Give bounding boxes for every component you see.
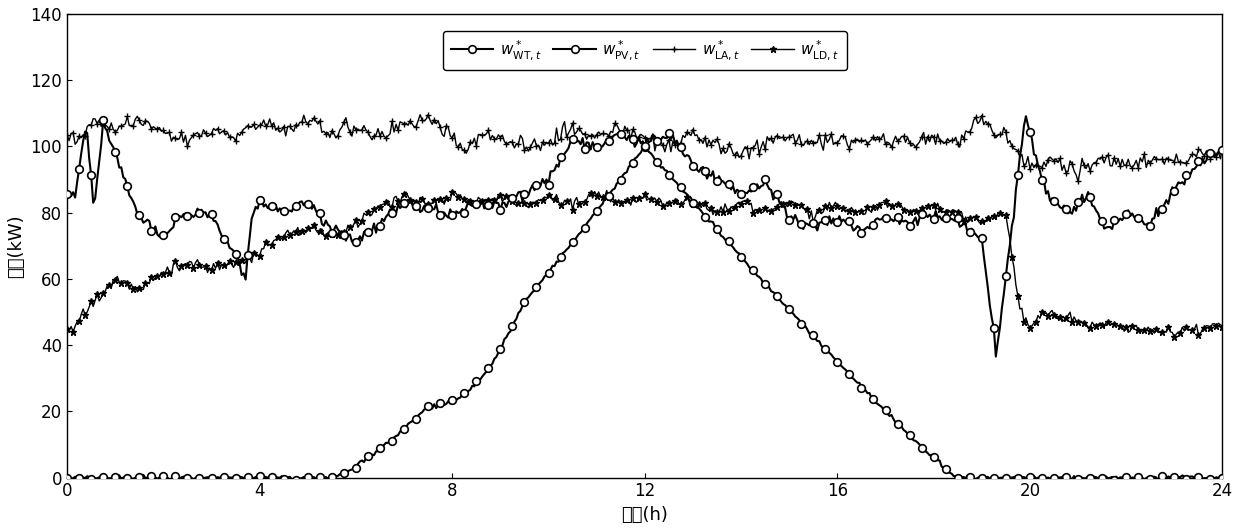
$w^*_{\mathrm{LA},t}$ (224, 134, 239, 140)
Line: $w^*_{\mathrm{WT},t}$: $w^*_{\mathrm{WT},t}$ (63, 113, 1226, 361)
$w^*_{\mathrm{LD},t}$ (60, 326, 74, 332)
Y-axis label: 功率(kW): 功率(kW) (7, 214, 25, 278)
$w^*_{\mathrm{LD},t}$ (781, 200, 796, 206)
$w^*_{\mathrm{WT},t}$ (1215, 147, 1230, 153)
Line: $w^*_{\mathrm{LA},t}$: $w^*_{\mathrm{LA},t}$ (63, 112, 1226, 185)
$w^*_{\mathrm{WT},t}$ (866, 221, 880, 228)
Line: $w^*_{\mathrm{PV},t}$: $w^*_{\mathrm{PV},t}$ (63, 142, 1226, 484)
$w^*_{\mathrm{LA},t}$ (1215, 144, 1230, 151)
$w^*_{\mathrm{LD},t}$ (1167, 335, 1182, 341)
$w^*_{\mathrm{LD},t}$ (766, 206, 781, 212)
$w^*_{\mathrm{LD},t}$ (599, 187, 614, 194)
$w^*_{\mathrm{WT},t}$ (780, 216, 795, 222)
$w^*_{\mathrm{LA},t}$ (916, 129, 931, 135)
$w^*_{\mathrm{LA},t}$ (1070, 178, 1085, 185)
$w^*_{\mathrm{LD},t}$ (868, 202, 883, 209)
$w^*_{\mathrm{PV},t}$ (916, 445, 931, 451)
$w^*_{\mathrm{PV},t}$ (1215, 474, 1230, 481)
$w^*_{\mathrm{PV},t}$ (637, 143, 652, 149)
$w^*_{\mathrm{LD},t}$ (916, 205, 931, 212)
$w^*_{\mathrm{LA},t}$ (868, 138, 883, 144)
$w^*_{\mathrm{WT},t}$ (1018, 113, 1033, 119)
$w^*_{\mathrm{PV},t}$ (766, 289, 781, 295)
$w^*_{\mathrm{LA},t}$ (420, 112, 435, 118)
$w^*_{\mathrm{WT},t}$ (1011, 172, 1025, 178)
$w^*_{\mathrm{WT},t}$ (914, 211, 929, 218)
$w^*_{\mathrm{PV},t}$ (781, 306, 796, 313)
$w^*_{\mathrm{PV},t}$ (1011, 475, 1025, 481)
$w^*_{\mathrm{WT},t}$ (764, 186, 779, 193)
$w^*_{\mathrm{PV},t}$ (1151, 477, 1166, 484)
Line: $w^*_{\mathrm{LD},t}$: $w^*_{\mathrm{LD},t}$ (63, 187, 1226, 341)
Legend: $w^*_{\mathrm{WT},t}$, $w^*_{\mathrm{PV},t}$, $w^*_{\mathrm{LA},t}$, $w^*_{\math: $w^*_{\mathrm{WT},t}$, $w^*_{\mathrm{PV}… (443, 31, 847, 70)
$w^*_{\mathrm{PV},t}$ (224, 475, 239, 481)
$w^*_{\mathrm{WT},t}$ (988, 354, 1003, 360)
$w^*_{\mathrm{LD},t}$ (1215, 323, 1230, 330)
$w^*_{\mathrm{LA},t}$ (1011, 148, 1025, 154)
$w^*_{\mathrm{PV},t}$ (60, 475, 74, 481)
$w^*_{\mathrm{LD},t}$ (224, 261, 239, 268)
$w^*_{\mathrm{LA},t}$ (766, 140, 781, 147)
$w^*_{\mathrm{WT},t}$ (60, 191, 74, 198)
$w^*_{\mathrm{LD},t}$ (1011, 293, 1025, 299)
$w^*_{\mathrm{LA},t}$ (781, 134, 796, 140)
$w^*_{\mathrm{PV},t}$ (868, 399, 883, 406)
X-axis label: 时间(h): 时间(h) (621, 506, 668, 524)
$w^*_{\mathrm{LA},t}$ (60, 132, 74, 139)
$w^*_{\mathrm{WT},t}$ (224, 246, 239, 252)
